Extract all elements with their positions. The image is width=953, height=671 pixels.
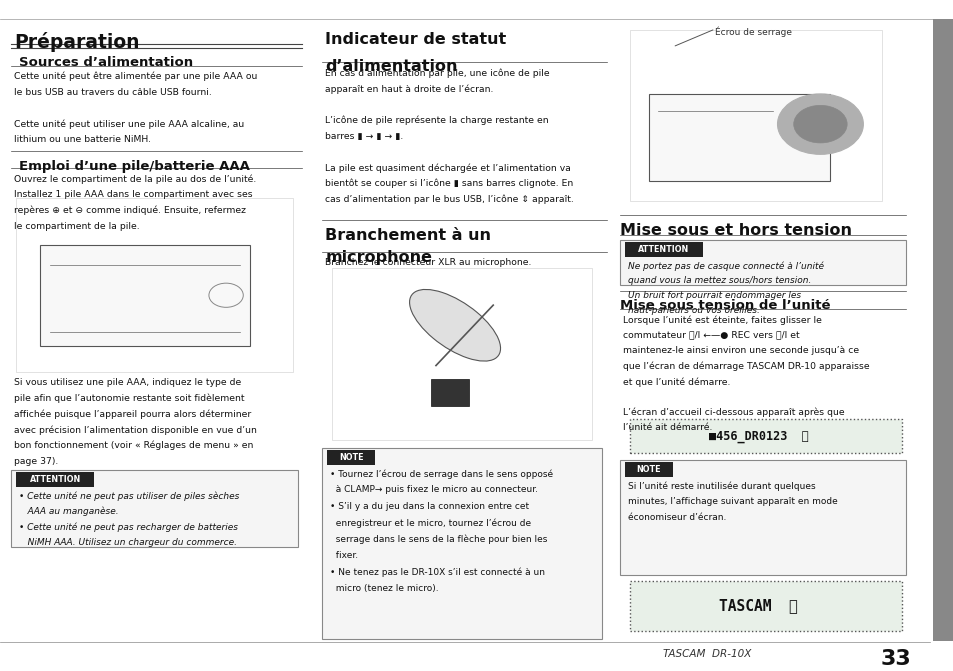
Text: que l’écran de démarrage TASCAM DR-10 apparaisse: que l’écran de démarrage TASCAM DR-10 ap… bbox=[622, 362, 869, 371]
Text: Emploi d’une pile/batterie AAA: Emploi d’une pile/batterie AAA bbox=[19, 160, 250, 172]
Text: Branchez le connecteur XLR au microphone.: Branchez le connecteur XLR au microphone… bbox=[325, 258, 531, 266]
Text: économiseur d’écran.: économiseur d’écran. bbox=[627, 513, 725, 522]
Text: La pile est quasiment déchargée et l’alimentation va: La pile est quasiment déchargée et l’ali… bbox=[325, 163, 571, 172]
Text: Si l’unité reste inutilisée durant quelques: Si l’unité reste inutilisée durant quelq… bbox=[627, 481, 815, 491]
Text: enregistreur et le micro, tournez l’écrou de: enregistreur et le micro, tournez l’écro… bbox=[330, 519, 531, 528]
Text: Écrou de serrage: Écrou de serrage bbox=[715, 27, 792, 38]
Text: micro (tenez le micro).: micro (tenez le micro). bbox=[330, 584, 438, 593]
Text: TASCAM  🔋: TASCAM 🔋 bbox=[719, 599, 797, 613]
Bar bbox=[624, 462, 672, 477]
Text: L’icône de pile représente la charge restante en: L’icône de pile représente la charge res… bbox=[325, 115, 548, 125]
Text: l’unité ait démarré.: l’unité ait démarré. bbox=[622, 423, 712, 432]
Text: page 37).: page 37). bbox=[14, 456, 58, 466]
Text: Ne portez pas de casque connecté à l’unité: Ne portez pas de casque connecté à l’uni… bbox=[627, 261, 822, 270]
Bar bbox=[431, 379, 469, 406]
Text: Un bruit fort pourrait endommager les: Un bruit fort pourrait endommager les bbox=[627, 291, 800, 300]
Text: bientôt se couper si l’icône ▮ sans barres clignote. En: bientôt se couper si l’icône ▮ sans barr… bbox=[325, 178, 573, 189]
Text: Cette unité peut être alimentée par une pile AAA ou: Cette unité peut être alimentée par une … bbox=[14, 72, 257, 81]
Text: le bus USB au travers du câble USB fourni.: le bus USB au travers du câble USB fourn… bbox=[14, 87, 212, 97]
Bar bbox=[629, 581, 901, 631]
Text: NiMH AAA. Utilisez un chargeur du commerce.: NiMH AAA. Utilisez un chargeur du commer… bbox=[19, 538, 237, 548]
Bar bbox=[40, 245, 250, 346]
Text: • Cette unité ne peut pas recharger de batteries: • Cette unité ne peut pas recharger de b… bbox=[19, 523, 238, 532]
Text: ■456_DR0123  🔋: ■456_DR0123 🔋 bbox=[708, 429, 807, 443]
Text: Mise sous tension de l’unité: Mise sous tension de l’unité bbox=[619, 299, 830, 312]
Text: et que l’unité démarre.: et que l’unité démarre. bbox=[622, 377, 730, 386]
Text: Ouvrez le compartiment de la pile au dos de l’unité.: Ouvrez le compartiment de la pile au dos… bbox=[14, 174, 256, 184]
Text: Sources d’alimentation: Sources d’alimentation bbox=[19, 56, 193, 69]
Bar bbox=[629, 419, 901, 453]
Text: bon fonctionnement (voir « Réglages de menu » en: bon fonctionnement (voir « Réglages de m… bbox=[14, 441, 253, 450]
Bar bbox=[619, 460, 905, 575]
Text: Branchement à un: Branchement à un bbox=[325, 228, 491, 243]
Text: • Ne tenez pas le DR-10X s’il est connecté à un: • Ne tenez pas le DR-10X s’il est connec… bbox=[330, 568, 544, 577]
Bar bbox=[322, 448, 601, 639]
Text: à CLAMP→ puis fixez le micro au connecteur.: à CLAMP→ puis fixez le micro au connecte… bbox=[330, 486, 537, 495]
Bar bbox=[619, 240, 905, 285]
Text: avec précision l’alimentation disponible en vue d’un: avec précision l’alimentation disponible… bbox=[14, 425, 257, 435]
Circle shape bbox=[777, 94, 862, 154]
Text: maintenez-le ainsi environ une seconde jusqu’à ce: maintenez-le ainsi environ une seconde j… bbox=[622, 346, 859, 355]
Text: microphone: microphone bbox=[325, 250, 432, 265]
Text: d’alimentation: d’alimentation bbox=[325, 59, 457, 74]
Bar bbox=[327, 450, 375, 465]
Bar bbox=[932, 19, 953, 641]
Bar bbox=[624, 242, 702, 257]
Circle shape bbox=[793, 105, 846, 143]
Text: lithium ou une batterie NiMH.: lithium ou une batterie NiMH. bbox=[14, 135, 152, 144]
Text: le compartiment de la pile.: le compartiment de la pile. bbox=[14, 221, 140, 231]
Text: ATTENTION: ATTENTION bbox=[638, 245, 689, 254]
Text: Installez 1 pile AAA dans le compartiment avec ses: Installez 1 pile AAA dans le compartimen… bbox=[14, 191, 253, 199]
Text: minutes, l’affichage suivant apparaît en mode: minutes, l’affichage suivant apparaît en… bbox=[627, 497, 837, 506]
Text: quand vous la mettez sous/hors tension.: quand vous la mettez sous/hors tension. bbox=[627, 276, 810, 285]
Text: TASCAM  DR-10X: TASCAM DR-10X bbox=[662, 649, 751, 659]
Bar bbox=[16, 198, 293, 372]
Text: Indicateur de statut: Indicateur de statut bbox=[325, 32, 506, 47]
Text: pile afin que l’autonomie restante soit fidèlement: pile afin que l’autonomie restante soit … bbox=[14, 393, 245, 403]
Bar bbox=[648, 94, 829, 181]
Text: haut-parleurs ou vos oreilles.: haut-parleurs ou vos oreilles. bbox=[627, 306, 759, 315]
Ellipse shape bbox=[409, 289, 500, 361]
Text: • Cette unité ne peut pas utiliser de piles sèches: • Cette unité ne peut pas utiliser de pi… bbox=[19, 491, 239, 501]
Text: Lorsque l’unité est éteinte, faites glisser le: Lorsque l’unité est éteinte, faites glis… bbox=[622, 315, 821, 325]
Text: NOTE: NOTE bbox=[338, 453, 363, 462]
Bar bbox=[332, 268, 592, 440]
Text: barres ▮ → ▮ → ▮.: barres ▮ → ▮ → ▮. bbox=[325, 132, 403, 140]
Text: cas d’alimentation par le bus USB, l’icône ⇕ apparaît.: cas d’alimentation par le bus USB, l’icô… bbox=[325, 195, 574, 204]
Bar bbox=[629, 30, 882, 201]
Text: repères ⊕ et ⊖ comme indiqué. Ensuite, refermez: repères ⊕ et ⊖ comme indiqué. Ensuite, r… bbox=[14, 206, 246, 215]
Text: ATTENTION: ATTENTION bbox=[30, 475, 81, 484]
Text: Préparation: Préparation bbox=[14, 32, 140, 52]
Text: Cette unité peut utiliser une pile AAA alcaline, au: Cette unité peut utiliser une pile AAA a… bbox=[14, 119, 244, 129]
Text: apparaît en haut à droite de l’écran.: apparaît en haut à droite de l’écran. bbox=[325, 84, 493, 94]
Text: fixer.: fixer. bbox=[330, 552, 357, 560]
Text: En cas d’alimentation par pile, une icône de pile: En cas d’alimentation par pile, une icôn… bbox=[325, 68, 549, 78]
Text: commutateur ⏻/I ←—● REC vers ⏻/I et: commutateur ⏻/I ←—● REC vers ⏻/I et bbox=[622, 331, 799, 340]
Text: • Tournez l’écrou de serrage dans le sens opposé: • Tournez l’écrou de serrage dans le sen… bbox=[330, 469, 553, 478]
Text: • S’il y a du jeu dans la connexion entre cet: • S’il y a du jeu dans la connexion entr… bbox=[330, 502, 529, 511]
Text: Mise sous et hors tension: Mise sous et hors tension bbox=[619, 223, 851, 238]
Text: Si vous utilisez une pile AAA, indiquez le type de: Si vous utilisez une pile AAA, indiquez … bbox=[14, 378, 241, 386]
Bar bbox=[11, 470, 297, 547]
Text: NOTE: NOTE bbox=[636, 465, 660, 474]
Text: affichée puisque l’appareil pourra alors déterminer: affichée puisque l’appareil pourra alors… bbox=[14, 409, 252, 419]
Text: 33: 33 bbox=[880, 649, 910, 669]
Bar bbox=[16, 472, 94, 487]
Text: serrage dans le sens de la flèche pour bien les: serrage dans le sens de la flèche pour b… bbox=[330, 535, 547, 544]
Text: L’écran d’accueil ci-dessous apparaît après que: L’écran d’accueil ci-dessous apparaît ap… bbox=[622, 408, 843, 417]
Text: AAA au manganèse.: AAA au manganèse. bbox=[19, 507, 118, 517]
